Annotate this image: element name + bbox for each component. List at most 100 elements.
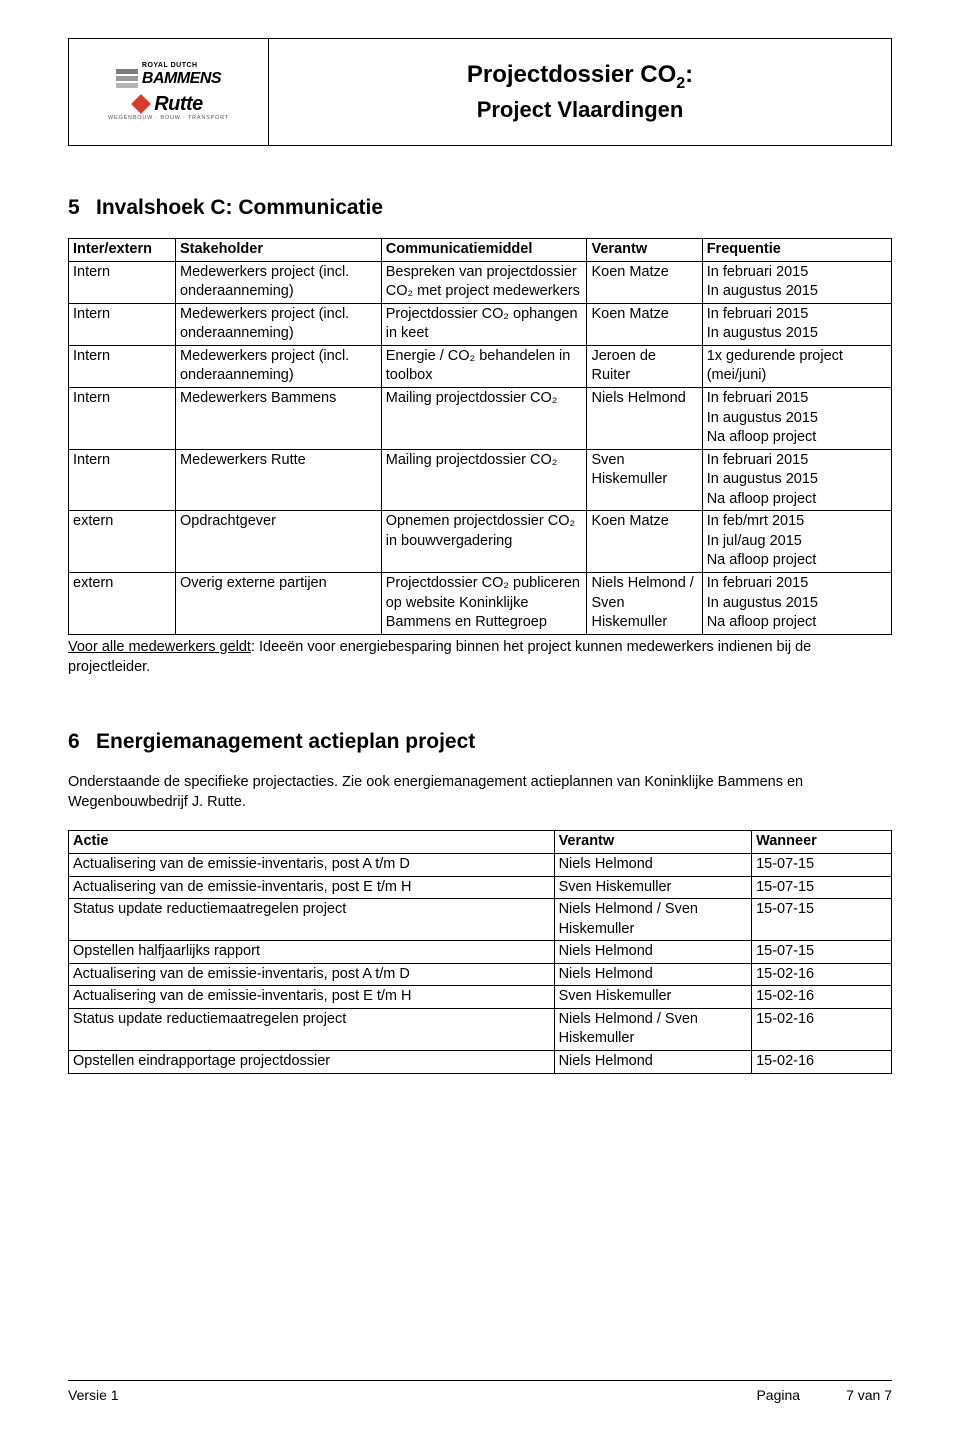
table-cell: Medewerkers Bammens <box>175 387 381 449</box>
header-box: ROYAL DUTCH BAMMENS Rutte WEGENBOUW · BO… <box>68 38 892 146</box>
table-cell: In februari 2015In augustus 2015Na afloo… <box>702 387 891 449</box>
table-row: Actualisering van de emissie-inventaris,… <box>69 853 892 876</box>
section6-num: 6 <box>68 730 96 754</box>
logo-bammens-top: ROYAL DUTCH <box>142 62 198 69</box>
footer: Versie 1 Pagina 7 van 7 <box>68 1380 892 1403</box>
table-cell: extern <box>69 511 176 573</box>
table-cell: Niels Helmond <box>554 963 752 986</box>
section5-heading: 5Invalshoek C: Communicatie <box>68 196 892 220</box>
table-cell: 1x gedurende project (mei/juni) <box>702 345 891 387</box>
table-cell: Actualisering van de emissie-inventaris,… <box>69 963 555 986</box>
table-cell: Mailing projectdossier CO₂ <box>381 449 587 511</box>
section5-note: Voor alle medewerkers geldt: Ideeën voor… <box>68 637 892 678</box>
table-cell: Koen Matze <box>587 511 702 573</box>
table-row: InternMedewerkers project (incl. onderaa… <box>69 303 892 345</box>
table-header-cell: Actie <box>69 831 555 854</box>
table-cell: Mailing projectdossier CO₂ <box>381 387 587 449</box>
table-cell: 15-07-15 <box>752 899 892 941</box>
logo-bammens-row: BAMMENS <box>116 69 221 88</box>
table-cell: Projectdossier CO₂ ophangen in keet <box>381 303 587 345</box>
section5-title: Invalshoek C: Communicatie <box>96 196 383 219</box>
section6-intro: Onderstaande de specifieke projectacties… <box>68 772 892 813</box>
note-underlined: Voor alle medewerkers geldt <box>68 639 251 655</box>
table-row: Opstellen eindrapportage projectdossierN… <box>69 1051 892 1074</box>
table-cell: Koen Matze <box>587 303 702 345</box>
logo-bammens-brand: BAMMENS <box>142 71 221 87</box>
table-cell: 15-07-15 <box>752 941 892 964</box>
table-cell: Opnemen projectdossier CO₂ in bouwvergad… <box>381 511 587 573</box>
table-cell: Opstellen halfjaarlijks rapport <box>69 941 555 964</box>
table-row: InternMedewerkers RutteMailing projectdo… <box>69 449 892 511</box>
table-cell: Opdrachtgever <box>175 511 381 573</box>
table-cell: Intern <box>69 387 176 449</box>
table-cell: Medewerkers project (incl. onderaannemin… <box>175 261 381 303</box>
table-cell: Projectdossier CO₂ publiceren op website… <box>381 573 587 635</box>
title-post: : <box>685 61 693 88</box>
logo-cell: ROYAL DUTCH BAMMENS Rutte WEGENBOUW · BO… <box>69 39 269 145</box>
table-cell: In februari 2015In augustus 2015Na afloo… <box>702 449 891 511</box>
doc-title-line2: Project Vlaardingen <box>477 97 684 123</box>
title-pre: Projectdossier CO <box>467 61 676 88</box>
table-cell: 15-07-15 <box>752 853 892 876</box>
table-cell: Niels Helmond <box>554 853 752 876</box>
bars-icon <box>116 69 138 88</box>
table-cell: Actualisering van de emissie-inventaris,… <box>69 853 555 876</box>
table-cell: Niels Helmond <box>554 941 752 964</box>
logo-rutte-sub: WEGENBOUW · BOUW · TRANSPORT <box>108 116 229 122</box>
title-sub: 2 <box>676 75 685 92</box>
table-cell: 15-02-16 <box>752 1008 892 1050</box>
title-cell: Projectdossier CO2: Project Vlaardingen <box>269 39 891 145</box>
table-header-cell: Verantw <box>554 831 752 854</box>
table-cell: 15-07-15 <box>752 876 892 899</box>
section5-num: 5 <box>68 196 96 220</box>
table-row: InternMedewerkers project (incl. onderaa… <box>69 345 892 387</box>
section6-title: Energiemanagement actieplan project <box>96 730 475 753</box>
table-cell: Niels Helmond / Sven Hiskemuller <box>587 573 702 635</box>
table-row: externOverig externe partijenProjectdoss… <box>69 573 892 635</box>
table-cell: extern <box>69 573 176 635</box>
table-row: Status update reductiemaatregelen projec… <box>69 1008 892 1050</box>
table-row: Actualisering van de emissie-inventaris,… <box>69 963 892 986</box>
logo-rutte-brand: Rutte <box>154 94 203 114</box>
table-cell: Intern <box>69 261 176 303</box>
table-row: Actualisering van de emissie-inventaris,… <box>69 876 892 899</box>
table-cell: Bespreken van projectdossier CO₂ met pro… <box>381 261 587 303</box>
table-cell: Status update reductiemaatregelen projec… <box>69 899 555 941</box>
table-cell: Actualisering van de emissie-inventaris,… <box>69 986 555 1009</box>
table-header-cell: Wanneer <box>752 831 892 854</box>
table-cell: Jeroen de Ruiter <box>587 345 702 387</box>
section6-heading: 6Energiemanagement actieplan project <box>68 730 892 754</box>
table-cell: In februari 2015In augustus 2015 <box>702 261 891 303</box>
table-header-cell: Inter/extern <box>69 239 176 262</box>
table-cell: 15-02-16 <box>752 963 892 986</box>
table-header-cell: Verantw <box>587 239 702 262</box>
content: 5Invalshoek C: Communicatie Inter/extern… <box>68 146 892 1380</box>
table-row: externOpdrachtgeverOpnemen projectdossie… <box>69 511 892 573</box>
table-cell: 15-02-16 <box>752 1051 892 1074</box>
footer-page-value: 7 van 7 <box>846 1387 892 1403</box>
table-row: Status update reductiemaatregelen projec… <box>69 899 892 941</box>
footer-version: Versie 1 <box>68 1387 119 1403</box>
table-cell: Opstellen eindrapportage projectdossier <box>69 1051 555 1074</box>
table-cell: Sven Hiskemuller <box>554 986 752 1009</box>
table-cell: Intern <box>69 345 176 387</box>
table-cell: Energie / CO₂ behandelen in toolbox <box>381 345 587 387</box>
table-cell: Medewerkers project (incl. onderaannemin… <box>175 303 381 345</box>
table-cell: In februari 2015In augustus 2015 <box>702 303 891 345</box>
actionplan-table: ActieVerantwWanneer Actualisering van de … <box>68 830 892 1073</box>
logo-bammens: ROYAL DUTCH BAMMENS <box>116 62 221 88</box>
table-row: Opstellen halfjaarlijks rapportNiels Hel… <box>69 941 892 964</box>
table-cell: Intern <box>69 303 176 345</box>
table-cell: Medewerkers project (incl. onderaannemin… <box>175 345 381 387</box>
page: ROYAL DUTCH BAMMENS Rutte WEGENBOUW · BO… <box>0 0 960 1433</box>
table-cell: Status update reductiemaatregelen projec… <box>69 1008 555 1050</box>
table-cell: In feb/mrt 2015In jul/aug 2015Na afloop … <box>702 511 891 573</box>
table-row: Actualisering van de emissie-inventaris,… <box>69 986 892 1009</box>
logo-rutte-row: Rutte <box>134 94 203 114</box>
table-row: InternMedewerkers BammensMailing project… <box>69 387 892 449</box>
table-cell: In februari 2015In augustus 2015Na afloo… <box>702 573 891 635</box>
table-cell: Niels Helmond <box>554 1051 752 1074</box>
table-cell: Niels Helmond / Sven Hiskemuller <box>554 1008 752 1050</box>
table-cell: 15-02-16 <box>752 986 892 1009</box>
table-cell: Overig externe partijen <box>175 573 381 635</box>
